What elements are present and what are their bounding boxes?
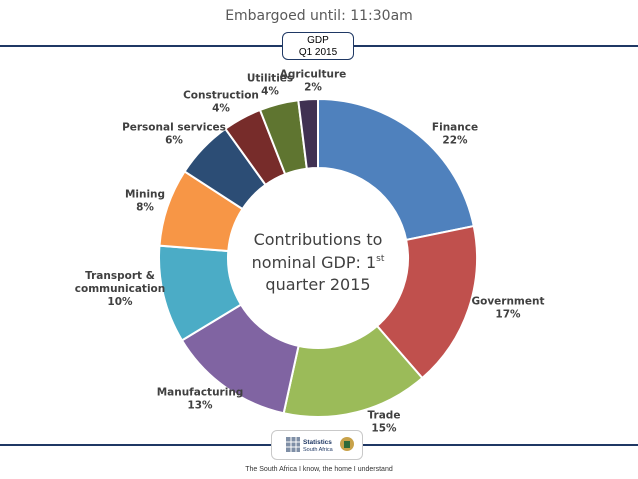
- value-label-finance: 22%: [442, 135, 468, 147]
- value-label-construction: 4%: [212, 103, 230, 115]
- gdp-badge-period: Q1 2015: [298, 47, 338, 58]
- value-label-transport-communication: 10%: [107, 296, 133, 308]
- footer-tagline: The South Africa I know, the home I unde…: [245, 466, 393, 473]
- value-label-government: 17%: [495, 309, 521, 321]
- name-label-mining: Mining: [125, 189, 165, 201]
- value-label-personal-services: 6%: [165, 135, 183, 147]
- center-title: Contributions to nominal GDP: 1st quarter …: [252, 230, 385, 294]
- center-title-line-3: quarter 2015: [265, 275, 370, 294]
- value-label-agriculture: 2%: [304, 82, 322, 94]
- gdp-badge: GDP Q1 2015: [282, 32, 354, 60]
- name-label-manufacturing: Manufacturing: [157, 387, 244, 399]
- logo-text-statistics: Statistics: [303, 439, 332, 446]
- value-label-mining: 8%: [136, 202, 154, 214]
- center-title-line-2: nominal GDP: 1st: [252, 253, 385, 272]
- slice-finance: [317, 97, 475, 242]
- value-label-manufacturing: 13%: [187, 400, 213, 412]
- embargo-notice: Embargoed until: 11:30am: [225, 8, 413, 24]
- logo-text-south-africa: South Africa: [303, 447, 334, 453]
- name-label-transport-communication: Transport &: [85, 270, 155, 282]
- donut-slices: [158, 97, 478, 418]
- value-label-trade: 15%: [371, 423, 397, 435]
- name-label-utilities: Utilities: [247, 73, 293, 85]
- gdp-badge-title: GDP: [307, 35, 329, 46]
- value-label-utilities: 4%: [261, 86, 279, 98]
- name-label-government: Government: [471, 296, 544, 308]
- center-title-line-1: Contributions to: [254, 230, 383, 249]
- name-label-trade: Trade: [368, 410, 401, 422]
- name-label-transport-communication: communication: [75, 283, 166, 295]
- name-label-agriculture: Agriculture: [280, 69, 347, 81]
- name-label-personal-services: Personal services: [122, 122, 226, 134]
- slice-agriculture: [297, 97, 319, 170]
- center-title-superscript: st: [376, 254, 385, 264]
- logo-grid-icon: [286, 437, 300, 452]
- stats-sa-logo: Statistics South Africa: [271, 430, 363, 460]
- name-label-construction: Construction: [183, 90, 259, 102]
- name-label-finance: Finance: [432, 122, 478, 134]
